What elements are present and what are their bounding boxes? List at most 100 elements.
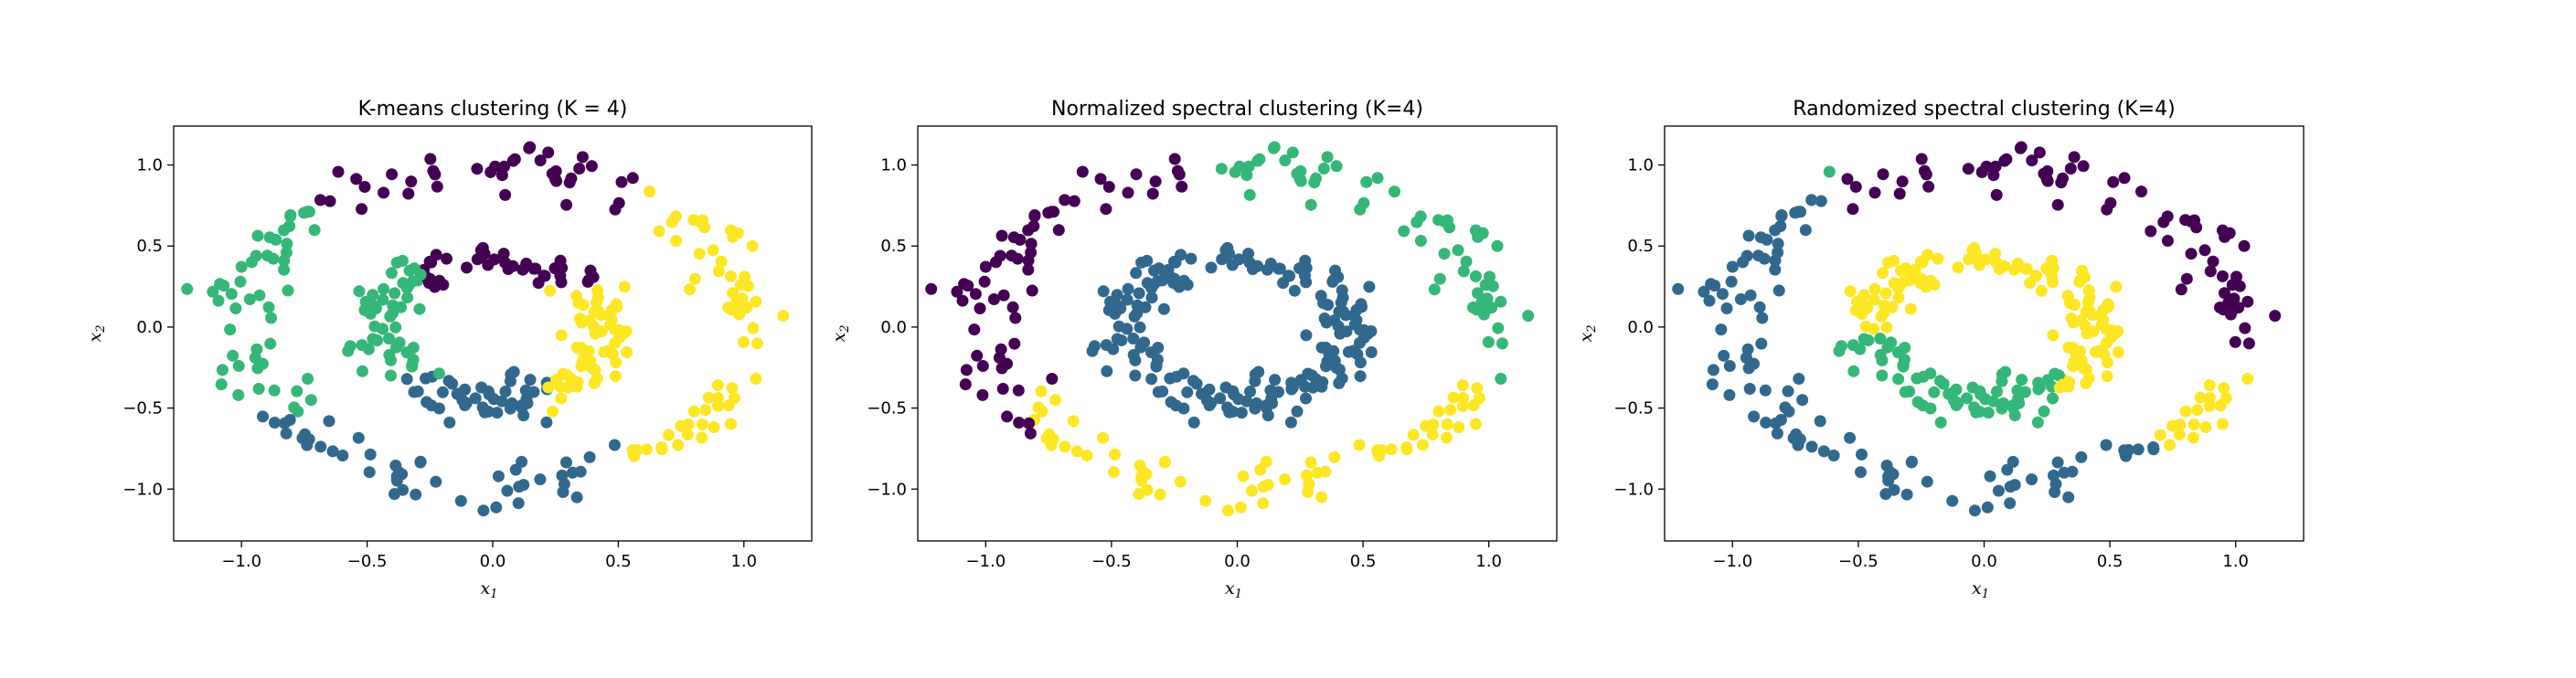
y-tick-label: −1.0 [1613, 480, 1654, 499]
data-point [1857, 289, 1870, 302]
x-tick-label: −1.0 [1712, 552, 1752, 571]
data-point [232, 388, 245, 401]
data-point [353, 285, 366, 298]
data-point [1456, 392, 1469, 404]
data-point [1817, 445, 1830, 458]
data-point [212, 294, 225, 307]
data-point [550, 175, 563, 187]
data-point [555, 392, 568, 405]
data-point [1291, 405, 1304, 418]
data-point [1094, 173, 1107, 185]
data-point [1893, 187, 1906, 200]
data-point [2175, 283, 2187, 296]
data-point [1996, 368, 2008, 381]
data-point [506, 154, 519, 167]
data-point [288, 401, 301, 414]
data-point [696, 418, 708, 430]
data-point [432, 367, 445, 380]
x-tick-label: −0.5 [1838, 552, 1879, 571]
data-point [959, 378, 972, 391]
data-point [1932, 252, 1944, 265]
data-point [583, 314, 596, 327]
data-point [777, 310, 790, 323]
data-point [1805, 194, 1818, 207]
data-point [2154, 429, 2166, 441]
data-point [644, 185, 656, 198]
data-point [281, 238, 293, 250]
data-point [505, 368, 517, 381]
data-point [1233, 160, 1246, 173]
y-tick-label: 1.0 [1627, 156, 1654, 175]
data-point [1130, 168, 1143, 181]
data-point [1354, 203, 1367, 216]
data-point [1477, 308, 1490, 321]
data-point [1827, 450, 1840, 461]
data-point [1284, 416, 1297, 429]
data-point [1707, 364, 1719, 376]
data-point [2191, 404, 2204, 417]
data-point [249, 352, 261, 364]
y-tick-label: −0.5 [122, 399, 163, 418]
data-point [2083, 291, 2096, 304]
data-point [1989, 160, 2002, 173]
data-point [2218, 382, 2230, 395]
data-point [1145, 373, 1158, 386]
data-point [1286, 146, 1299, 159]
data-point [252, 383, 265, 395]
data-point [1268, 141, 1281, 154]
data-point [707, 244, 719, 257]
data-point [2075, 314, 2088, 327]
data-point [229, 302, 242, 314]
data-point [2020, 262, 2033, 275]
data-point [1328, 314, 1341, 327]
data-point [1153, 262, 1166, 275]
data-point [595, 325, 608, 338]
data-point [563, 176, 576, 189]
data-point [1147, 279, 1160, 291]
data-point [1001, 410, 1014, 423]
data-point [722, 302, 735, 313]
data-point [383, 333, 395, 344]
data-point [497, 248, 510, 260]
data-point [2076, 264, 2089, 277]
data-point [1723, 388, 1736, 401]
data-point [1855, 466, 1867, 479]
data-point [214, 278, 226, 291]
data-point [1068, 195, 1080, 207]
data-point [576, 151, 589, 164]
chart-title: K-means clustering (K = 4) [358, 98, 628, 121]
data-point [584, 264, 597, 277]
data-point [477, 504, 490, 517]
data-point [2187, 418, 2200, 430]
data-point [367, 299, 379, 312]
data-point [1234, 501, 1247, 514]
data-point [2016, 374, 2028, 387]
data-point [2052, 369, 2065, 382]
data-point [2179, 405, 2192, 418]
data-point [356, 203, 368, 216]
data-point [1417, 439, 1429, 451]
data-point [2204, 265, 2217, 278]
data-point [1340, 325, 1353, 338]
data-point [358, 181, 371, 193]
data-point [1485, 302, 1498, 314]
y-tick-label: 0.5 [1627, 237, 1654, 256]
data-point [282, 284, 294, 297]
data-point [454, 494, 467, 507]
data-point [672, 439, 685, 451]
data-point [611, 301, 623, 313]
data-point [1006, 301, 1019, 313]
data-point [1481, 292, 1494, 305]
data-point [431, 180, 443, 193]
data-point [684, 283, 696, 296]
data-point [708, 421, 720, 433]
data-point [2007, 263, 2020, 276]
data-point [1874, 349, 1887, 361]
data-point [1247, 263, 1259, 275]
data-point [1743, 383, 1756, 395]
data-point [1321, 151, 1334, 164]
data-point [734, 279, 747, 291]
data-point [1740, 352, 1752, 364]
data-point [291, 385, 303, 397]
